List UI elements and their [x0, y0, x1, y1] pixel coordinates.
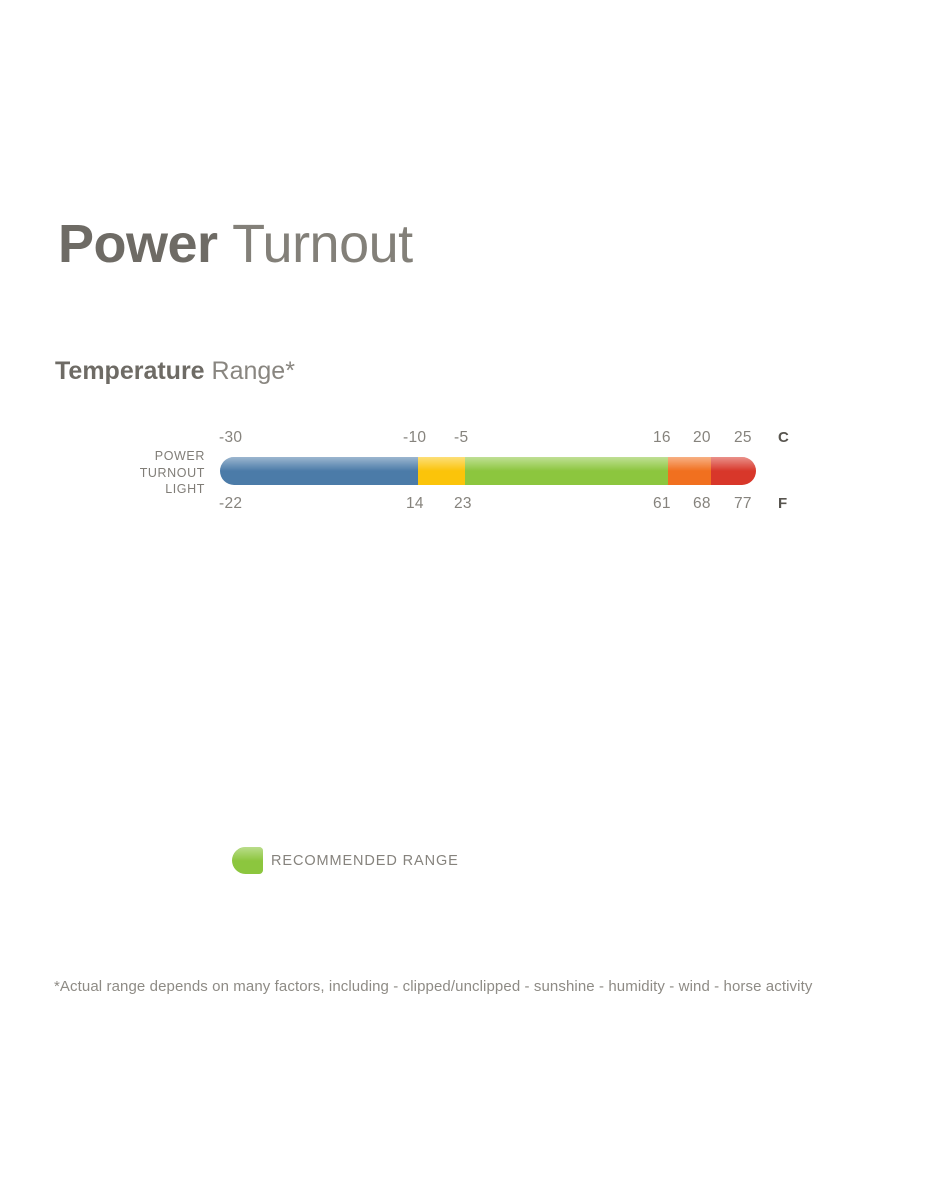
section-heading-light: Range*	[211, 357, 295, 385]
tick-fahrenheit-4: 68	[693, 495, 711, 512]
tick-fahrenheit-5: 77	[734, 495, 752, 512]
tick-fahrenheit-0: -22	[219, 495, 243, 512]
page-title-light: Turnout	[232, 214, 413, 274]
tick-celsius-0: -30	[219, 429, 243, 446]
chart-row-label: POWER TURNOUT LIGHT	[95, 448, 205, 498]
bar-segment-hot	[711, 457, 756, 485]
bar-segment-warm	[668, 457, 711, 485]
bar-segment-cold	[220, 457, 418, 485]
axis-unit-fahrenheit: F	[778, 495, 788, 512]
tick-celsius-5: 25	[734, 429, 752, 446]
tick-celsius-2: -5	[454, 429, 469, 446]
bar-segment-recommended	[465, 457, 668, 485]
row-label-line-3: LIGHT	[165, 482, 205, 496]
tick-fahrenheit-1: 14	[406, 495, 424, 512]
bar-segment-cool	[418, 457, 465, 485]
tick-fahrenheit-2: 23	[454, 495, 472, 512]
legend-label: RECOMMENDED RANGE	[271, 852, 459, 869]
bar-divider-3	[668, 0, 669, 28]
bar-divider-1	[418, 0, 419, 28]
section-heading: Temperature Range*	[55, 357, 295, 386]
bar-divider-2	[465, 0, 466, 28]
axis-unit-celsius: C	[778, 429, 790, 446]
page-title: Power Turnout	[58, 213, 413, 275]
tick-celsius-4: 20	[693, 429, 711, 446]
section-heading-bold: Temperature	[55, 357, 212, 385]
tick-celsius-1: -10	[403, 429, 427, 446]
legend-swatch-icon	[232, 847, 263, 874]
chart-legend: RECOMMENDED RANGE	[232, 847, 459, 874]
tick-fahrenheit-3: 61	[653, 495, 671, 512]
page-title-bold: Power	[58, 214, 233, 274]
footnote: *Actual range depends on many factors, i…	[54, 978, 813, 995]
temperature-bar	[220, 457, 756, 485]
tick-celsius-3: 16	[653, 429, 671, 446]
bar-divider-4	[711, 0, 712, 28]
row-label-line-2: TURNOUT	[139, 465, 205, 480]
row-label-line-1: POWER	[154, 449, 205, 463]
